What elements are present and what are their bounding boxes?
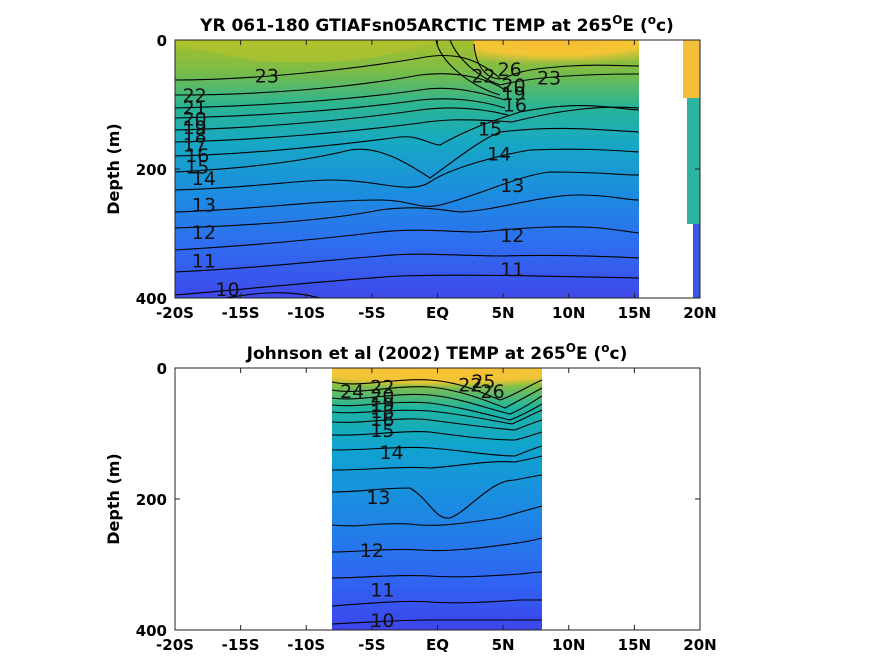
contour-label: 14 <box>192 168 216 190</box>
contour-label: 19 <box>370 394 394 416</box>
contour-label: 15 <box>185 156 209 178</box>
y-tick-label: 200 <box>136 491 167 509</box>
model-surface-layer <box>175 40 440 63</box>
model-panel: YR 061-180 GTIAFsn05ARCTIC TEMP at 265OE… <box>104 13 717 322</box>
x-tick-label: 20N <box>683 636 716 654</box>
obs-ticks: -20S -15S -10S -5S EQ 5N 10N 15N 20N 0 200 400 <box>136 360 717 654</box>
contour-label: 21 <box>183 98 207 120</box>
obs-temperature-fill <box>332 368 542 630</box>
x-tick-label: 15N <box>618 636 651 654</box>
contour-label: 16 <box>185 145 209 167</box>
contour-label: 12 <box>360 540 384 562</box>
contour-label: 15 <box>370 420 394 442</box>
x-tick-label: 5N <box>492 304 515 322</box>
model-missing-data-3 <box>683 224 693 298</box>
y-tick-label: 400 <box>136 290 167 308</box>
model-missing-data-2 <box>683 98 687 224</box>
x-tick-label: EQ <box>426 304 449 322</box>
contour-label: 16 <box>503 95 527 117</box>
model-isotherms <box>174 39 640 299</box>
contour-label: 19 <box>502 83 526 105</box>
x-tick-label: -20S <box>156 304 194 322</box>
x-tick-label: -15S <box>222 304 260 322</box>
model-edge-strip <box>687 98 700 224</box>
y-tick-label: 0 <box>157 360 167 378</box>
contour-label: 20 <box>370 386 394 408</box>
model-edge-warm <box>683 40 700 98</box>
contour-label: 20 <box>183 109 207 131</box>
contour-label: 24 <box>340 381 364 403</box>
contour-label: 23 <box>537 67 561 89</box>
contour-label: 17 <box>183 134 207 156</box>
contour-label: 11 <box>370 579 394 601</box>
contour-label: 22 <box>458 374 482 396</box>
obs-isotherms <box>331 379 543 625</box>
contour-label: 15 <box>478 118 502 140</box>
contour-label: 23 <box>255 65 279 87</box>
model-panel-title: YR 061-180 GTIAFsn05ARCTIC TEMP at 265OE… <box>199 13 674 36</box>
y-tick-label: 0 <box>157 32 167 50</box>
contour-label: 16 <box>370 409 394 431</box>
contour-label: 26 <box>498 59 522 81</box>
contour-label: 11 <box>500 259 524 281</box>
x-tick-label: -10S <box>287 304 325 322</box>
obs-panel: Johnson et al (2002) TEMP at 265OE (oc) … <box>104 341 717 654</box>
contour-label: 10 <box>370 610 394 632</box>
x-tick-label: -20S <box>156 636 194 654</box>
x-tick-label: 5N <box>492 636 515 654</box>
contour-label: 14 <box>487 144 511 166</box>
contour-label: 25 <box>471 371 495 393</box>
y-tick-label: 400 <box>136 622 167 640</box>
contour-label: 20 <box>502 75 526 97</box>
contour-label: 12 <box>192 222 216 244</box>
obs-warm-surface <box>332 368 542 390</box>
x-tick-label: 10N <box>552 304 585 322</box>
model-contour-labels: 2322212019181716151413121110151416131211… <box>183 59 562 301</box>
contour-label: 12 <box>500 225 524 247</box>
model-edge-deep <box>693 224 700 298</box>
contour-label: 13 <box>192 194 216 216</box>
contour-label: 22 <box>471 65 495 87</box>
obs-y-axis-label: Depth (m) <box>104 453 123 545</box>
x-tick-label: -15S <box>222 636 260 654</box>
contour-label: 22 <box>183 85 207 107</box>
model-missing-data <box>639 40 683 298</box>
x-tick-label: 15N <box>618 304 651 322</box>
x-tick-label: 20N <box>683 304 716 322</box>
x-tick-label: -10S <box>287 636 325 654</box>
obs-field <box>332 368 542 630</box>
x-tick-label: -5S <box>358 304 385 322</box>
x-tick-label: 10N <box>552 636 585 654</box>
contour-label: 13 <box>500 175 524 197</box>
contour-label: 11 <box>192 251 216 273</box>
model-warm-pool <box>474 40 639 68</box>
model-y-axis-label: Depth (m) <box>104 123 123 215</box>
x-tick-label: -5S <box>358 636 385 654</box>
y-tick-label: 200 <box>136 161 167 179</box>
contour-label: 22 <box>370 376 394 398</box>
contour-label: 14 <box>379 442 403 464</box>
contour-label: 19 <box>183 117 207 139</box>
contour-label: 10 <box>215 279 239 301</box>
model-field <box>175 40 700 298</box>
model-temperature-fill <box>175 40 639 298</box>
obs-panel-title: Johnson et al (2002) TEMP at 265OE (oc) <box>246 341 628 364</box>
x-tick-label: EQ <box>426 636 449 654</box>
contour-label: 18 <box>183 125 207 147</box>
contour-label: 18 <box>370 401 394 423</box>
contour-label: 26 <box>481 381 505 403</box>
model-ticks: -20S -15S -10S -5S EQ 5N 10N 15N 20N 0 200 400 <box>136 32 717 322</box>
contour-label: 13 <box>366 487 390 509</box>
